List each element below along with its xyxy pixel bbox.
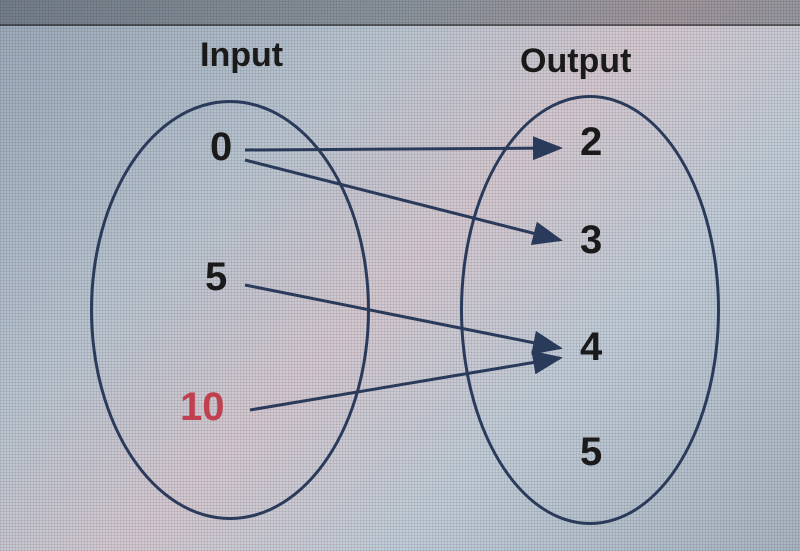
input-element-1: 5 xyxy=(205,255,227,300)
input-element-0: 0 xyxy=(210,125,232,170)
output-element-0: 2 xyxy=(580,120,602,165)
output-element-3: 5 xyxy=(580,430,602,475)
mapping-diagram: Input Output 0 5 10 2 3 4 5 xyxy=(0,0,800,551)
output-label: Output xyxy=(520,42,631,81)
output-element-1: 3 xyxy=(580,218,602,263)
input-label: Input xyxy=(200,36,283,75)
output-element-2: 4 xyxy=(580,325,602,370)
input-element-2: 10 xyxy=(180,385,225,430)
